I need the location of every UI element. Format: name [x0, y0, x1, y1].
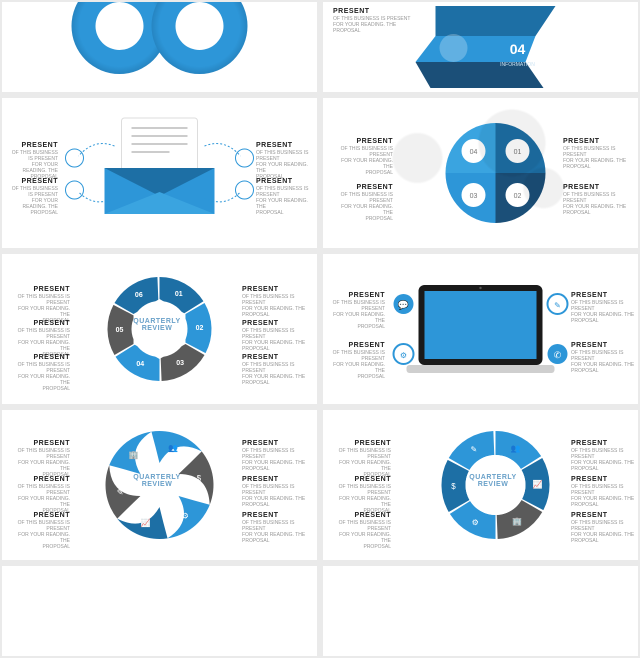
svg-text:✎: ✎ [470, 445, 477, 454]
text-block: PRESENTOF THIS BUSINESS IS PRESENTFOR YO… [10, 440, 70, 478]
text-block: PRESENTOF THIS BUSINESS IS PRESENTFOR YO… [571, 440, 638, 472]
slide-empty [2, 566, 317, 656]
svg-text:01: 01 [175, 291, 183, 298]
slide-envelope: PRESENTOF THIS BUSINESS IS PRESENTFOR YO… [2, 98, 317, 248]
svg-text:04: 04 [136, 361, 144, 368]
text-block: PRESENTOF THIS BUSINESS IS PRESENTFOR YO… [571, 512, 638, 544]
svg-text:⚙: ⚙ [472, 518, 479, 527]
svg-text:👥: 👥 [168, 443, 178, 452]
text-block: PRESENTOF THIS BUSINESS IS PRESENTFOR YO… [331, 476, 391, 514]
slide-ribbon: 04 INFORMATION PRESENT OF THIS BUSINESS … [323, 2, 638, 92]
text-block: PRESENTOF THIS BUSINESS IS PRESENTFOR YO… [10, 286, 70, 324]
text-block: PRESENTOF THIS BUSINESS IS PRESENTFOR YO… [333, 184, 393, 222]
svg-text:✆: ✆ [554, 350, 562, 360]
text-block: PRESENTOF THIS BUSINESS IS PRESENTFOR YO… [563, 138, 638, 170]
svg-text:👥: 👥 [511, 444, 521, 453]
svg-text:📈: 📈 [533, 479, 543, 489]
text-block: PRESENTOF THIS BUSINESS IS PRESENTFOR YO… [10, 354, 70, 392]
svg-text:06: 06 [135, 292, 143, 299]
text-block: PRESENTOF THIS BUSINESS IS PRESENTFOR YO… [331, 440, 391, 478]
svg-text:03: 03 [176, 360, 184, 367]
text-block: PRESENTOF THIS BUSINESS IS PRESENTFOR YO… [329, 292, 385, 330]
svg-text:$: $ [451, 482, 456, 491]
text-block: PRESENTOF THIS BUSINESS IS PRESENTFOR YO… [242, 512, 317, 544]
svg-text:🏢: 🏢 [512, 517, 522, 526]
text-block: PRESENTOF THIS BUSINESS IS PRESENTFOR YO… [8, 142, 58, 180]
slide-hexdonut: 01 02 03 04 05 06 QUARTERLY REVIEW PRESENTOF … [2, 254, 317, 404]
slide-aperture: 👥 $ ⚙ 📈 ✎ 🏢 QUARTERLY REVIEW PRESENTOF THIS B… [2, 410, 317, 560]
slide-rings: 02 03 [2, 2, 317, 92]
svg-text:✎: ✎ [554, 301, 561, 310]
center-title: QUARTERLY REVIEW [130, 318, 184, 332]
svg-text:05: 05 [116, 327, 124, 334]
slide-cycle: 👥 📈 🏢 ⚙ $ ✎ QUARTERLY REVIEW PRESENTOF THIS B… [323, 410, 638, 560]
text-block: PRESENTOF THIS BUSINESS IS PRESENTFOR YO… [256, 178, 317, 216]
slide-pinwheel: 01 02 03 04 PRESENTOF THIS BUSINESS IS P… [323, 98, 638, 248]
text-block: PRESENTOF THIS BUSINESS IS PRESENTFOR YO… [242, 320, 317, 352]
slide-laptop: 💬 ⚙ ✎ ✆ PRESENTOF THIS BUSINESS IS PRESE… [323, 254, 638, 404]
slide-empty [323, 566, 638, 656]
text-block: PRESENTOF THIS BUSINESS IS PRESENTFOR YO… [329, 342, 385, 380]
text-block: PRESENTOF THIS BUSINESS IS PRESENTFOR YO… [242, 286, 317, 318]
svg-text:📈: 📈 [141, 518, 151, 528]
text-block: PRESENTOF THIS BUSINESS IS PRESENTFOR YO… [256, 142, 317, 180]
text-block: PRESENTOF THIS BUSINESS IS PRESENTFOR YO… [571, 292, 638, 324]
text-block: PRESENTOF THIS BUSINESS IS PRESENTFOR YO… [571, 476, 638, 508]
center-title: QUARTERLY REVIEW [466, 474, 520, 488]
svg-text:💬: 💬 [398, 299, 409, 310]
text-block: PRESENTOF THIS BUSINESS IS PRESENTFOR YO… [10, 320, 70, 358]
text-block: PRESENT OF THIS BUSINESS IS PRESENTFOR Y… [333, 8, 410, 34]
text-block: PRESENTOF THIS BUSINESS IS PRESENTFOR YO… [242, 354, 317, 386]
ribbon-caption: INFORMATION [500, 62, 535, 68]
svg-text:⚙: ⚙ [400, 351, 407, 360]
text-block: PRESENTOF THIS BUSINESS IS PRESENTFOR YO… [242, 440, 317, 472]
text-block: PRESENTOF THIS BUSINESS IS PRESENTFOR YO… [242, 476, 317, 508]
svg-text:02: 02 [196, 325, 204, 332]
center-title: QUARTERLY REVIEW [130, 474, 184, 488]
text-block: PRESENTOF THIS BUSINESS IS PRESENTFOR YO… [10, 476, 70, 514]
text-block: PRESENTOF THIS BUSINESS IS PRESENTFOR YO… [571, 342, 638, 374]
text-block: PRESENTOF THIS BUSINESS IS PRESENTFOR YO… [333, 138, 393, 176]
text-block: PRESENTOF THIS BUSINESS IS PRESENTFOR YO… [563, 184, 638, 216]
svg-text:🏢: 🏢 [129, 450, 139, 459]
svg-text:$: $ [197, 474, 202, 483]
text-block: PRESENTOF THIS BUSINESS IS PRESENTFOR YO… [10, 512, 70, 550]
text-block: PRESENTOF THIS BUSINESS IS PRESENTFOR YO… [331, 512, 391, 550]
rings-graphic: 02 03 [2, 2, 317, 92]
svg-text:✎: ✎ [117, 488, 124, 497]
svg-text:⚙: ⚙ [182, 512, 189, 521]
text-block: PRESENTOF THIS BUSINESS IS PRESENTFOR YO… [8, 178, 58, 216]
ribbon-num: 04 [510, 41, 526, 57]
